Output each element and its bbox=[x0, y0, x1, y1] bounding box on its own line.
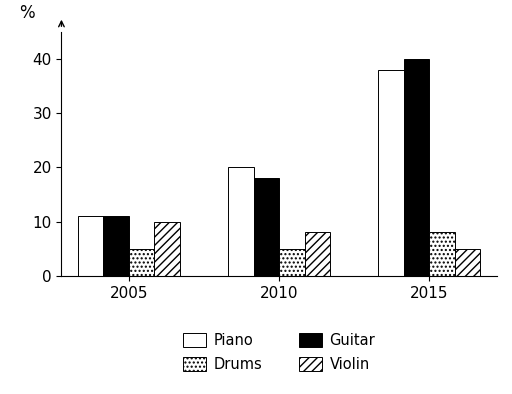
Bar bbox=[279, 249, 305, 276]
Bar bbox=[403, 59, 429, 276]
Bar bbox=[129, 249, 155, 276]
Bar bbox=[455, 249, 480, 276]
Bar bbox=[429, 232, 455, 276]
Bar bbox=[78, 216, 103, 276]
Bar bbox=[305, 232, 330, 276]
Y-axis label: %: % bbox=[19, 4, 34, 22]
Legend: Piano, Drums, Guitar, Violin: Piano, Drums, Guitar, Violin bbox=[177, 327, 381, 377]
Bar bbox=[228, 167, 253, 276]
Bar bbox=[155, 221, 180, 276]
Bar bbox=[378, 69, 403, 276]
Bar bbox=[253, 178, 279, 276]
Bar bbox=[103, 216, 129, 276]
